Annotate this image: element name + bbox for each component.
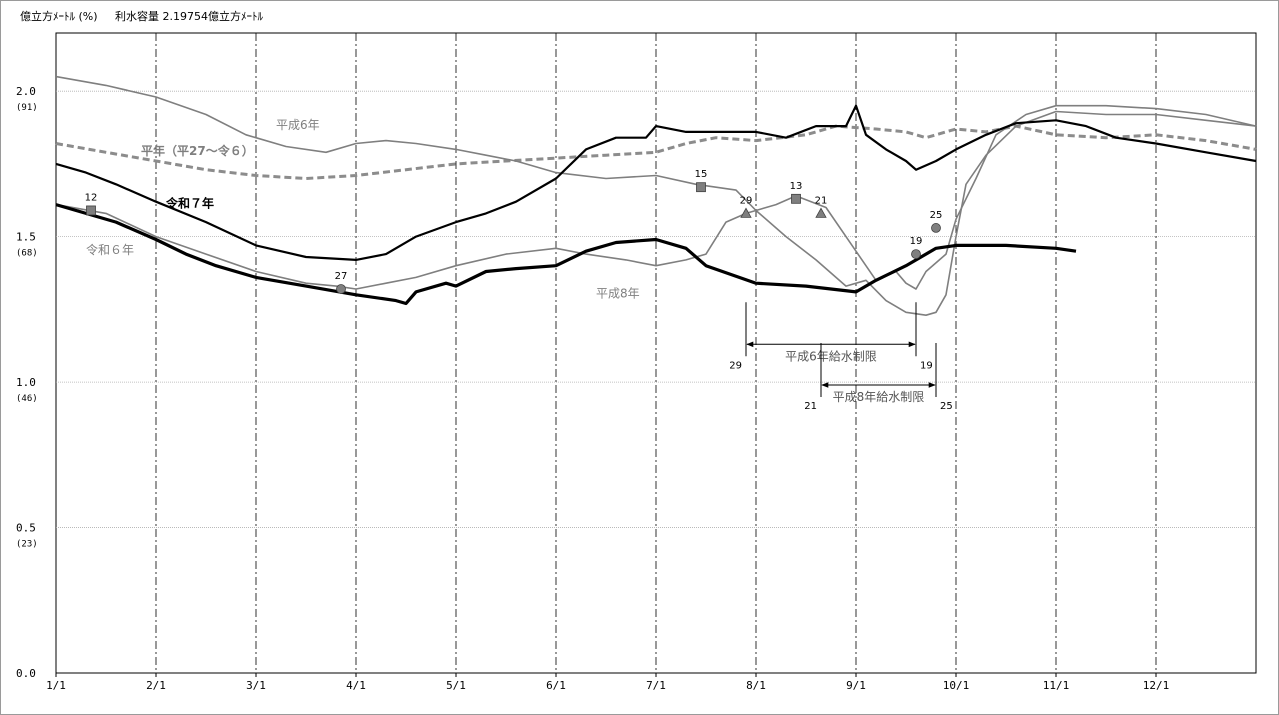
x-tick-label: 3/1: [246, 679, 266, 692]
x-tick-label: 4/1: [346, 679, 366, 692]
y-tick-label: 0.5: [16, 522, 36, 535]
restriction-end-label: 25: [940, 401, 953, 412]
marker-square: [696, 182, 706, 193]
marker-square: [791, 193, 801, 204]
restriction-label: 平成8年給水制限: [833, 390, 925, 404]
marker-label: 21: [815, 195, 828, 206]
series-label: 平年（平27～令６）: [141, 143, 254, 158]
x-tick-label: 5/1: [446, 679, 466, 692]
y-tick-pct-label: (91): [16, 103, 38, 113]
series-line: [55, 203, 1077, 306]
marker-label: 19: [910, 236, 923, 247]
x-tick-label: 2/1: [146, 679, 166, 692]
marker-circle: [931, 223, 941, 233]
marker-label: 29: [740, 195, 753, 206]
chart-header: 億立方ﾒｰﾄﾙ (%) 利水容量 2.19754億立方ﾒｰﾄﾙ: [20, 8, 277, 24]
y-axis-unit-label: 億立方ﾒｰﾄﾙ (%): [20, 10, 98, 23]
y-tick-label: 1.0: [16, 376, 36, 389]
x-tick-label: 10/1: [943, 679, 970, 692]
marker-label: 27: [335, 271, 348, 282]
restriction-start-label: 21: [804, 401, 817, 412]
x-tick-label: 6/1: [546, 679, 566, 692]
x-tick-label: 1/1: [46, 679, 66, 692]
marker-triangle: [740, 207, 752, 218]
y-tick-pct-label: (23): [16, 540, 38, 550]
y-tick-pct-label: (68): [16, 249, 38, 259]
series-label: 令和７年: [165, 196, 214, 211]
marker-circle: [911, 249, 921, 259]
series-line: [55, 104, 1257, 261]
restriction-start-label: 29: [729, 360, 742, 371]
y-tick-label: 1.5: [16, 231, 36, 244]
y-tick-label: 0.0: [16, 667, 36, 680]
series-label: 令和６年: [86, 242, 134, 257]
x-tick-label: 7/1: [646, 679, 666, 692]
marker-label: 12: [85, 192, 98, 203]
restriction-end-label: 19: [920, 360, 933, 371]
marker-square: [86, 205, 96, 216]
marker-label: 15: [695, 169, 708, 180]
x-tick-label: 11/1: [1043, 679, 1070, 692]
y-tick-pct-label: (46): [16, 394, 38, 404]
marker-circle: [336, 284, 346, 294]
restriction-label: 平成6年給水制限: [785, 349, 877, 363]
series-label: 平成6年: [276, 118, 320, 132]
series-line: [55, 124, 1257, 180]
marker-triangle: [815, 207, 827, 218]
series-label: 平成8年: [596, 287, 640, 301]
y-tick-label: 2.0: [16, 85, 36, 98]
x-tick-label: 9/1: [846, 679, 866, 692]
x-tick-label: 8/1: [746, 679, 766, 692]
x-tick-label: 12/1: [1143, 679, 1170, 692]
marker-label: 25: [930, 210, 943, 221]
marker-label: 13: [790, 181, 803, 192]
capacity-label: 利水容量 2.19754億立方ﾒｰﾄﾙ: [115, 10, 264, 23]
